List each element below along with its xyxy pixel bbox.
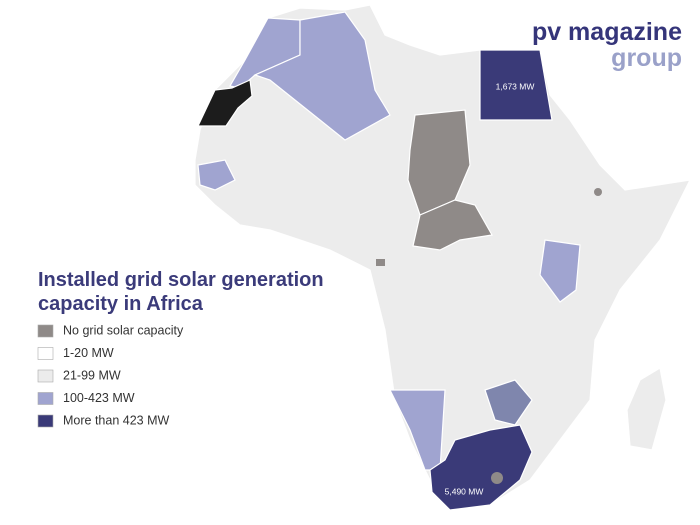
senegal bbox=[197, 159, 236, 191]
legend-title: Installed grid solar generation bbox=[38, 269, 324, 291]
equatorial-guinea bbox=[376, 259, 385, 266]
legend-swatch bbox=[37, 369, 54, 383]
egypt-capacity-label: 1,673 MW bbox=[496, 81, 535, 91]
legend-label: 100-423 MW bbox=[63, 391, 135, 405]
zimbabwe bbox=[484, 379, 533, 426]
legend-label: 21-99 MW bbox=[63, 368, 121, 382]
djibouti bbox=[594, 188, 602, 196]
western-sahara bbox=[197, 79, 253, 127]
legend: No grid solar capacity 1-20 MW 21-99 MW 100… bbox=[37, 323, 184, 428]
central-african-republic bbox=[412, 199, 493, 251]
countries bbox=[194, 4, 692, 511]
legend-label: No grid solar capacity bbox=[63, 323, 184, 337]
legend-title: capacity in Africa bbox=[38, 293, 204, 315]
egypt bbox=[479, 49, 553, 121]
south-africa bbox=[429, 424, 533, 511]
kenya bbox=[539, 239, 581, 303]
legend-label: More than 423 MW bbox=[63, 413, 169, 427]
madagascar bbox=[626, 367, 667, 451]
logo-text: pv magazine bbox=[532, 18, 682, 46]
legend-swatch bbox=[37, 347, 54, 360]
legend-swatch bbox=[37, 392, 54, 405]
lesotho bbox=[491, 472, 503, 484]
south-africa-capacity-label: 5,490 MW bbox=[445, 486, 484, 496]
namibia bbox=[389, 389, 446, 471]
logo-subtext: group bbox=[611, 44, 682, 72]
algeria bbox=[253, 11, 391, 141]
legend-swatch bbox=[37, 324, 54, 338]
legend-label: 1-20 MW bbox=[63, 346, 114, 360]
africa-outline bbox=[194, 4, 692, 511]
legend-swatch bbox=[37, 414, 54, 428]
